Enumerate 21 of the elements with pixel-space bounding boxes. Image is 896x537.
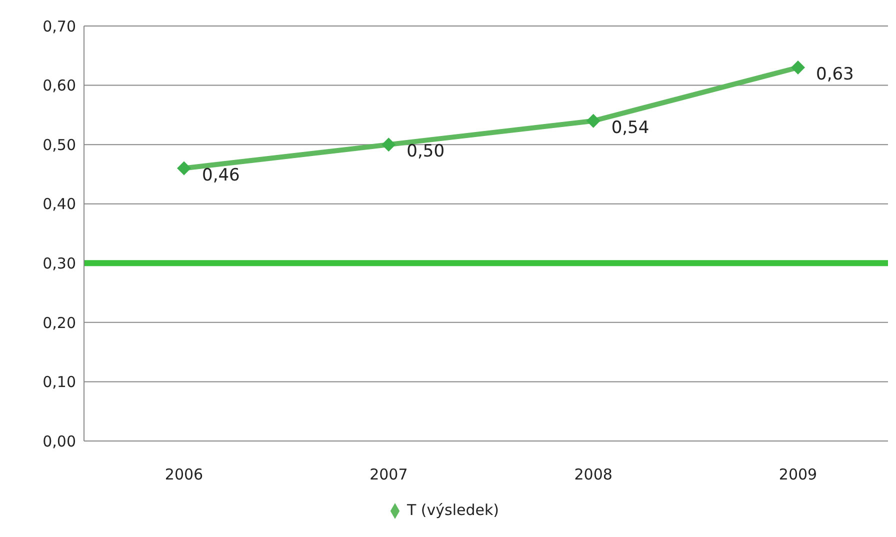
- y-tick-label: 0,00: [42, 432, 76, 450]
- y-tick-label: 0,70: [42, 17, 76, 36]
- x-tick-label: 2009: [778, 466, 818, 484]
- data-label: 0,50: [406, 142, 445, 162]
- point: [382, 138, 396, 152]
- y-tick-label: 0,30: [42, 254, 76, 272]
- point: [177, 161, 191, 176]
- x-tick-label: 2008: [574, 466, 612, 484]
- data-label: 0,63: [816, 64, 854, 84]
- x-tick-label: 2006: [164, 466, 204, 484]
- y-tick-label: 0,10: [42, 373, 76, 392]
- data-label: 0,54: [611, 118, 650, 138]
- point: [791, 60, 805, 74]
- y-tick-label: 0,60: [42, 76, 76, 95]
- x-tick-label: 2007: [370, 466, 408, 484]
- y-tick-label: 0,20: [42, 314, 76, 332]
- data-label: 0,46: [202, 165, 240, 186]
- point: [586, 114, 600, 128]
- y-tick-label: 0,50: [42, 136, 76, 154]
- legend-label: T (výsledek): [406, 501, 500, 519]
- y-tick-label: 0,40: [42, 195, 76, 214]
